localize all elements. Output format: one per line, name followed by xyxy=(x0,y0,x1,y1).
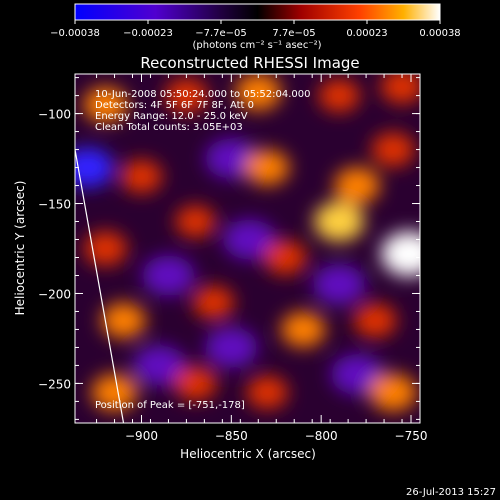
annotation-line: 10-Jun-2008 05:50:24.000 to 05:52:04.000 xyxy=(95,89,311,100)
limb-line xyxy=(75,149,125,423)
solar-limb xyxy=(75,149,125,423)
heatmap-hot-spot xyxy=(371,132,415,167)
heatmap-cold-spot xyxy=(313,264,366,305)
heatmap-hot-spot xyxy=(245,149,290,186)
heatmap-hot-spot xyxy=(246,375,288,409)
peak-label: Position of Peak = [-751,-178] xyxy=(95,400,245,411)
heatmap-hot-spot xyxy=(381,231,420,277)
heatmap-hot-spot xyxy=(334,167,380,204)
heatmap-hot-spot xyxy=(175,205,216,238)
heatmap-cold-spot xyxy=(75,147,114,188)
footer-date: 26-Jul-2013 15:27 xyxy=(406,487,496,498)
heatmap-cold-spot xyxy=(142,255,195,296)
heatmap-hot-spot xyxy=(101,302,146,339)
heatmap-hot-spot xyxy=(281,311,326,348)
annotation-line: Detectors: 4F 5F 6F 7F 8F, Att 0 xyxy=(95,100,254,111)
heatmap-hot-spot xyxy=(235,74,282,111)
heatmap-image xyxy=(75,74,420,412)
plot-frame xyxy=(74,73,421,424)
x-tick-label: −750 xyxy=(395,429,428,443)
colorbar-tick-label: 7.7e−05 xyxy=(272,28,315,39)
x-axis-label: Heliocentric X (arcsec) xyxy=(180,447,316,461)
heatmap-cold-spot xyxy=(205,327,258,368)
colorbar-tick-label: 0.00038 xyxy=(419,28,460,39)
y-tick-label: −100 xyxy=(38,108,71,122)
heatmap-hot-spot xyxy=(380,74,420,104)
chart-title: Reconstructed RHESSI Image xyxy=(140,54,359,72)
heatmap-hot-spot xyxy=(120,160,163,194)
heatmap-hot-spot xyxy=(192,285,234,319)
heatmap-hot-spot xyxy=(263,240,307,275)
heatmap-cold-spot xyxy=(205,138,258,179)
heatmap-cold-spot xyxy=(331,354,384,395)
heatmap-hot-spot xyxy=(314,201,365,242)
x-tick-label: −800 xyxy=(305,429,338,443)
annotations: 10-Jun-2008 05:50:24.000 to 05:52:04.000… xyxy=(95,89,311,133)
y-tick-label: −250 xyxy=(38,377,71,391)
heatmap-hot-spot xyxy=(83,86,128,123)
colorbar-tick-label: −0.00023 xyxy=(123,28,173,39)
annotation-line: Clean Total counts: 3.05E+03 xyxy=(95,122,243,133)
annotation-line: Energy Range: 12.0 - 25.0 keV xyxy=(95,111,248,122)
colorbar xyxy=(74,3,441,21)
y-tick-label: −150 xyxy=(38,198,71,212)
heatmap-hot-spot xyxy=(165,78,208,113)
heatmap-hot-spot xyxy=(84,231,127,266)
colorbar-tick-label: −0.00038 xyxy=(50,28,100,39)
colorbar-tick-label: 0.00023 xyxy=(346,28,387,39)
heatmap-hot-spot xyxy=(91,374,138,411)
y-axis-label: Heliocentric Y (arcsec) xyxy=(13,181,27,316)
x-tick-label: −850 xyxy=(215,429,248,443)
axes: −900 −850 −800 −750 −100 −150 −200 −250 xyxy=(38,74,428,443)
colorbar-units: (photons cm⁻² s⁻¹ asec⁻²) xyxy=(192,40,321,51)
heatmap-cold-spot xyxy=(223,219,276,260)
y-tick-label: −200 xyxy=(38,287,71,301)
heatmap-hot-spot xyxy=(369,373,417,412)
colorbar-ticks: −0.00038 −0.00023 −7.7e−05 7.7e−05 0.00023 0.… xyxy=(50,20,461,39)
heatmap-hot-spot xyxy=(353,303,397,338)
heatmap-hot-spot xyxy=(174,366,217,401)
heatmap-cold-spot xyxy=(133,345,186,386)
colorbar-tick-label: −7.7e−05 xyxy=(195,28,247,39)
x-tick-label: −900 xyxy=(125,429,158,443)
heatmap-hot-spot xyxy=(318,79,360,113)
